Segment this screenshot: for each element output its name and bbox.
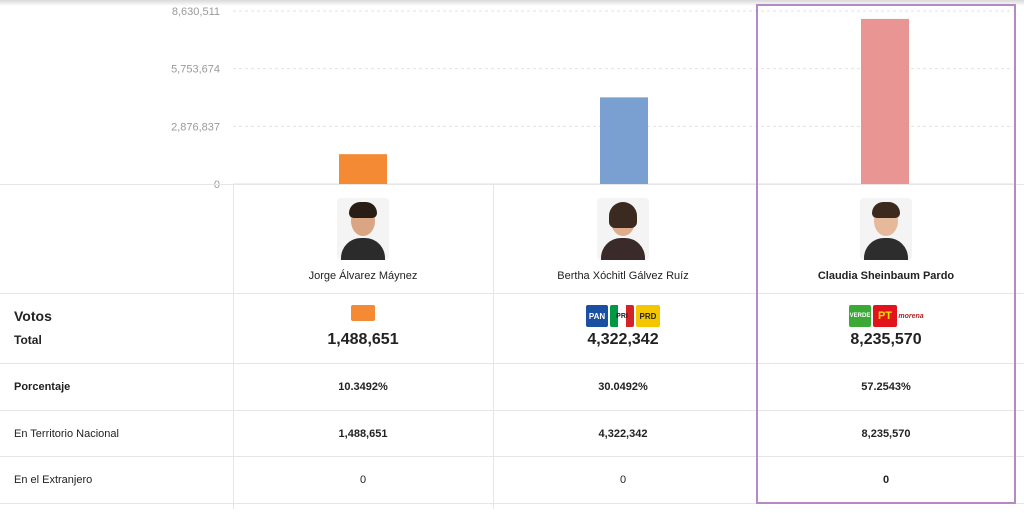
porcentaje-cell: 10.3492% xyxy=(338,381,388,393)
row-divider xyxy=(0,503,1024,504)
territorio-cell: 1,488,651 xyxy=(338,428,388,440)
total-votes-1: 1,488,651 xyxy=(327,331,399,348)
candidate-photo xyxy=(337,198,389,260)
extranjero-cell: 0 xyxy=(359,474,367,486)
row-label-territorio: En Territorio Nacional xyxy=(14,428,119,440)
candidate-name: Bertha Xóchitl Gálvez Ruíz xyxy=(557,270,689,282)
total-votes-2: 4,322,342 xyxy=(587,331,659,348)
row-divider xyxy=(0,293,1024,294)
candidate-name: Claudia Sheinbaum Pardo xyxy=(817,270,955,282)
row-divider xyxy=(0,456,1024,457)
candidate-header-1[interactable]: Jorge Álvarez Máynez xyxy=(233,198,493,282)
bar[interactable] xyxy=(339,154,387,184)
bar[interactable] xyxy=(861,18,909,184)
pri-logo: PRI xyxy=(610,305,634,327)
row-divider xyxy=(0,363,1024,364)
movimiento-ciudadano-logo xyxy=(351,305,375,321)
row-label-porcentaje: Porcentaje xyxy=(14,381,71,393)
candidate-name: Jorge Álvarez Máynez xyxy=(308,270,418,282)
y-tick-label: 2,876,837 xyxy=(171,121,220,133)
candidate-header-2[interactable]: Bertha Xóchitl Gálvez Ruíz xyxy=(493,198,753,282)
pan-logo: PAN xyxy=(586,305,608,327)
bar[interactable] xyxy=(600,97,648,184)
column-divider xyxy=(493,184,494,509)
candidate-photo xyxy=(597,198,649,260)
total-votes-3: 8,235,570 xyxy=(850,331,922,348)
votos-label: Votos xyxy=(14,308,52,324)
party-logos: PAN PRI PRD xyxy=(493,305,753,329)
territorio-cell: 8,235,570 xyxy=(861,428,911,440)
party-logos: VERDE PT morena xyxy=(756,305,1016,329)
y-tick-label: 8,630,511 xyxy=(172,6,220,18)
row-divider xyxy=(0,410,1024,411)
prd-logo: PRD xyxy=(636,305,660,327)
pt-logo: PT xyxy=(873,305,897,327)
extranjero-cell: 0 xyxy=(882,474,890,486)
y-tick-label: 5,753,674 xyxy=(171,64,220,76)
chart-baseline-divider xyxy=(0,184,1024,185)
morena-logo: morena xyxy=(898,305,924,327)
porcentaje-cell: 57.2543% xyxy=(861,381,911,393)
verde-logo: VERDE xyxy=(849,305,871,327)
column-divider xyxy=(233,184,234,509)
porcentaje-cell: 30.0492% xyxy=(598,381,648,393)
extranjero-cell: 0 xyxy=(619,474,627,486)
party-logos xyxy=(233,305,493,329)
row-label-extranjero: En el Extranjero xyxy=(14,474,93,486)
top-shadow xyxy=(0,0,1024,6)
total-label: Total xyxy=(14,333,42,347)
candidate-header-3[interactable]: Claudia Sheinbaum Pardo xyxy=(756,198,1016,282)
territorio-cell: 4,322,342 xyxy=(598,428,648,440)
candidate-photo xyxy=(860,198,912,260)
